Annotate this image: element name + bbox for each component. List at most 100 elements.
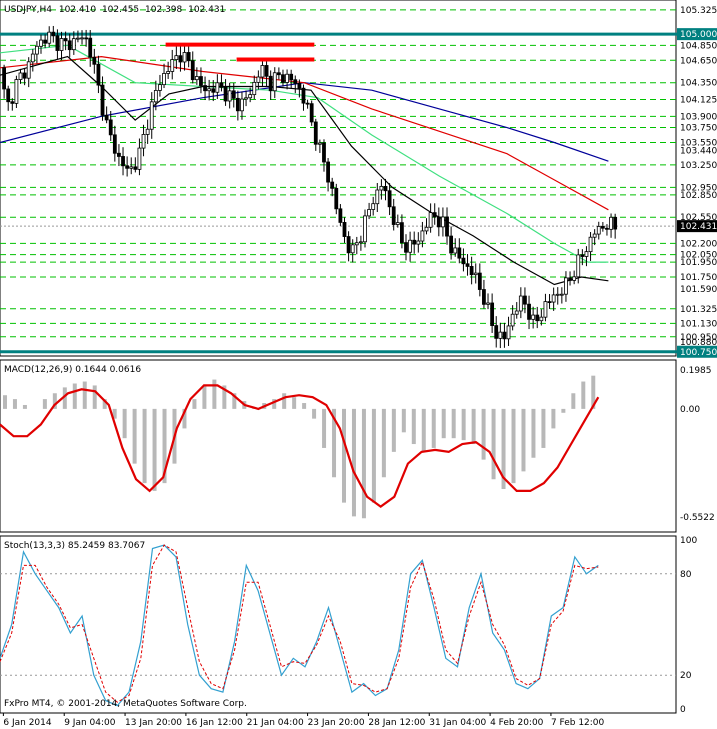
candle-body <box>461 257 466 265</box>
time-axis-label: 28 Jan 12:00 <box>368 718 425 728</box>
candle-body <box>408 239 413 253</box>
candle-body <box>260 65 265 78</box>
candle-body <box>76 37 80 40</box>
candle-body <box>158 84 162 91</box>
candle-body <box>412 239 417 245</box>
candle-body <box>92 56 97 65</box>
time-axis-label: 23 Jan 20:00 <box>308 718 365 728</box>
ma-green-line <box>0 44 609 263</box>
stochastic-lines <box>0 544 676 707</box>
macd-signal-path <box>0 384 600 508</box>
candle-body <box>354 242 359 246</box>
candle-body <box>268 75 273 92</box>
candle-body <box>432 212 437 218</box>
candle-body <box>490 302 495 326</box>
candle-body <box>88 37 93 58</box>
candle-body <box>240 98 244 112</box>
ohlc-low: 102.398 <box>145 5 182 15</box>
macd-indicator-label: MACD(12,26,9) 0.1644 0.0616 <box>4 365 141 375</box>
price-chart-panel[interactable]: USDJPY,H4 102.410 102.455 102.398 102.43… <box>0 0 717 357</box>
candle-body <box>149 101 154 130</box>
candle-body <box>96 63 101 86</box>
candle-body <box>137 147 142 170</box>
symbol-timeframe-label: USDJPY,H4 <box>4 5 52 15</box>
candle-body <box>580 254 585 257</box>
candle-body <box>613 216 618 230</box>
candle-body <box>166 71 171 74</box>
candle-body <box>281 74 285 83</box>
candle-body <box>559 293 564 296</box>
candle-body <box>63 38 68 42</box>
candle-body <box>256 76 261 83</box>
price-axis-label-box <box>677 345 717 358</box>
candle-body <box>428 212 433 228</box>
candle-body <box>404 242 408 253</box>
candle-body <box>51 31 56 37</box>
current-price-label: 102.431 <box>680 222 717 232</box>
candle-body <box>248 94 253 99</box>
price-axis-label: 104.350 <box>680 79 717 89</box>
candle-body <box>568 277 572 281</box>
candle-body <box>10 101 15 104</box>
candle-body <box>564 277 568 295</box>
candle-body <box>264 65 269 77</box>
horizontal-levels <box>0 9 717 354</box>
candle-body <box>445 216 449 237</box>
candle-body <box>211 88 216 93</box>
price-axis-label: 102.550 <box>680 213 717 223</box>
candle-body <box>227 90 232 102</box>
time-axis-label: 31 Jan 04:00 <box>429 718 486 728</box>
candle-body <box>129 166 134 169</box>
candle-body <box>108 119 113 136</box>
macd-axis: 0.1985 0.00 -0.5522 <box>680 366 715 523</box>
ma-red-line <box>0 55 609 211</box>
candle-body <box>510 313 515 327</box>
candle-body <box>441 216 445 228</box>
candle-body <box>133 166 138 170</box>
candle-body <box>531 314 536 320</box>
price-axis-label: 100.880 <box>680 338 717 348</box>
candle-body <box>194 76 199 81</box>
candle-body <box>547 301 552 304</box>
candle-body <box>383 185 388 192</box>
candle-body <box>182 52 187 63</box>
time-axis-label: 21 Jan 04:00 <box>247 718 304 728</box>
candle-body <box>527 303 531 320</box>
price-axis-label: 104.650 <box>680 56 717 66</box>
macd-panel[interactable]: MACD(12,26,9) 0.1644 0.0616 <box>0 359 677 533</box>
time-axis-label: 13 Jan 20:00 <box>125 718 182 728</box>
candle-body <box>301 87 306 104</box>
price-axis-label: 101.950 <box>680 258 717 268</box>
candle-body <box>207 88 212 92</box>
candle-body <box>35 45 39 55</box>
candle-body <box>346 236 351 254</box>
stochastic-panel[interactable]: Stoch(13,3,3) 85.2459 83.7067 FxPro MT4,… <box>0 535 677 714</box>
candle-body <box>469 266 474 276</box>
candle-body <box>272 72 277 92</box>
candle-body <box>30 53 35 63</box>
time-axis-label: 16 Jan 12:00 <box>186 718 243 728</box>
price-axis-label-boxed: 105.000 <box>680 30 717 40</box>
time-axis-label: 4 Feb 20:00 <box>490 718 544 728</box>
candle-body <box>596 226 601 235</box>
price-axis: 105.325 104.850 104.650 104.350 104.125 103.9… <box>677 6 717 358</box>
candle-body <box>190 60 195 81</box>
candle-body <box>609 216 613 230</box>
candle-body <box>358 241 363 244</box>
candle-body <box>47 31 52 44</box>
candle-body <box>326 161 330 183</box>
candle-body <box>391 206 396 225</box>
candle-body <box>572 276 577 281</box>
candle-body <box>2 67 7 90</box>
candle-body <box>289 73 294 81</box>
candle-body <box>121 156 125 167</box>
candle-body <box>486 302 490 305</box>
candle-body <box>436 216 441 228</box>
price-axis-label: 102.200 <box>680 239 717 249</box>
candle-body <box>71 38 76 51</box>
candle-body <box>235 97 240 112</box>
candle-body <box>276 72 281 76</box>
candle-body <box>555 293 560 296</box>
price-axis-label: 101.130 <box>680 319 717 329</box>
